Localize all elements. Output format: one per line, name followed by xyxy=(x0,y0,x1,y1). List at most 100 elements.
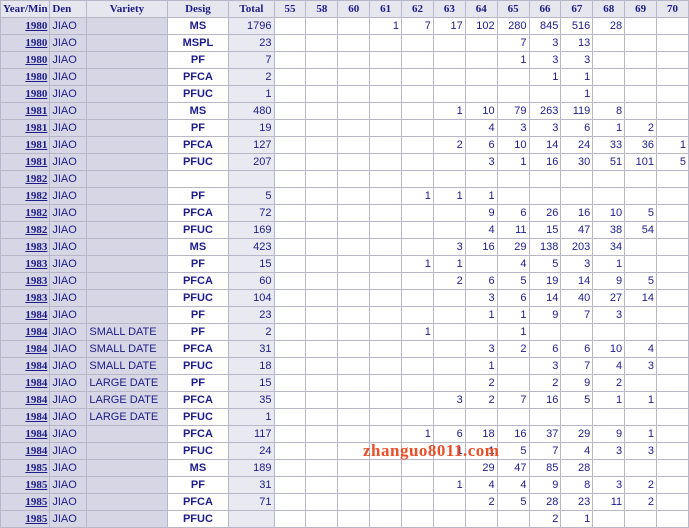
cell-desig: PFCA xyxy=(166,204,230,222)
cell-den: JIAO xyxy=(49,442,88,460)
cell-total: 1 xyxy=(228,85,275,103)
cell-grade-65: 47 xyxy=(496,459,530,477)
cell-grade-62 xyxy=(401,221,434,239)
cell-variety xyxy=(86,170,168,188)
cell-total: 15 xyxy=(228,374,275,392)
cell-grade-64 xyxy=(464,323,498,341)
cell-grade-68 xyxy=(592,510,626,528)
cell-grade-60 xyxy=(337,34,371,52)
cell-grade-61 xyxy=(369,238,403,256)
cell-grade-65: 6 xyxy=(496,289,530,307)
cell-den: JIAO xyxy=(49,221,88,239)
cell-grade-65: 2 xyxy=(496,340,530,358)
cell-grade-70 xyxy=(656,51,689,69)
cell-grade-67: 14 xyxy=(560,272,594,290)
cell-grade-63 xyxy=(432,119,466,137)
cell-total: 35 xyxy=(228,391,275,409)
cell-grade-69: 1 xyxy=(624,425,658,443)
cell-grade-67 xyxy=(560,170,594,188)
cell-grade-62 xyxy=(401,238,434,256)
cell-variety xyxy=(86,272,168,290)
cell-grade-62 xyxy=(401,357,434,375)
cell-grade-69 xyxy=(624,187,658,205)
cell-year: 1981 xyxy=(0,136,51,154)
cell-den: JIAO xyxy=(49,323,88,341)
cell-grade-67: 1 xyxy=(560,68,594,86)
cell-grade-55 xyxy=(273,34,307,52)
cell-grade-66: 14 xyxy=(528,289,562,307)
table-row: 1980 JIAO MS 1796 1 7 17 102 280 845 516 28 xyxy=(0,17,689,35)
cell-grade-61 xyxy=(369,510,403,528)
cell-total: 15 xyxy=(228,255,275,273)
cell-grade-64: 9 xyxy=(464,204,498,222)
cell-grade-70 xyxy=(656,170,689,188)
cell-grade-67: 30 xyxy=(560,153,594,171)
cell-grade-61 xyxy=(369,85,403,103)
cell-den: JIAO xyxy=(49,374,88,392)
cell-total: 18 xyxy=(228,357,275,375)
cell-grade-66: 26 xyxy=(528,204,562,222)
cell-grade-58 xyxy=(305,476,339,494)
cell-grade-58 xyxy=(305,374,339,392)
cell-grade-62 xyxy=(401,391,434,409)
cell-den: JIAO xyxy=(49,51,88,69)
cell-grade-67: 8 xyxy=(560,476,594,494)
cell-grade-67: 24 xyxy=(560,136,594,154)
cell-grade-68 xyxy=(592,34,626,52)
cell-grade-60 xyxy=(337,391,371,409)
cell-grade-63: 3 xyxy=(432,391,466,409)
cell-total: 2 xyxy=(228,68,275,86)
cell-grade-55 xyxy=(273,442,307,460)
cell-grade-69 xyxy=(624,170,658,188)
cell-variety xyxy=(86,238,168,256)
cell-total: 31 xyxy=(228,476,275,494)
cell-grade-60 xyxy=(337,238,371,256)
cell-desig: PF xyxy=(166,255,230,273)
cell-grade-66: 3 xyxy=(528,51,562,69)
cell-grade-67: 1 xyxy=(560,85,594,103)
cell-grade-58 xyxy=(305,510,339,528)
table-row: 1980 JIAO PFCA 2 1 1 xyxy=(0,68,689,86)
cell-grade-65: 11 xyxy=(496,221,530,239)
cell-grade-62 xyxy=(401,272,434,290)
cell-grade-67: 6 xyxy=(560,119,594,137)
cell-grade-65 xyxy=(496,374,530,392)
cell-den: JIAO xyxy=(49,340,88,358)
cell-grade-69: 5 xyxy=(624,272,658,290)
cell-year: 1981 xyxy=(0,119,51,137)
cell-year: 1980 xyxy=(0,34,51,52)
cell-variety: SMALL DATE xyxy=(86,340,168,358)
cell-grade-63: 6 xyxy=(432,425,466,443)
cell-grade-60 xyxy=(337,374,371,392)
cell-variety xyxy=(86,204,168,222)
cell-variety: LARGE DATE xyxy=(86,408,168,426)
cell-desig: MS xyxy=(166,17,230,35)
cell-grade-61 xyxy=(369,170,403,188)
cell-grade-58 xyxy=(305,238,339,256)
cell-year: 1983 xyxy=(0,255,51,273)
cell-grade-68: 1 xyxy=(592,391,626,409)
table-row: 1980 JIAO MSPL 23 7 3 13 xyxy=(0,34,689,52)
cell-grade-58 xyxy=(305,306,339,324)
cell-grade-55 xyxy=(273,187,307,205)
cell-year: 1983 xyxy=(0,272,51,290)
cell-grade-70: 5 xyxy=(656,153,689,171)
cell-desig: PFCA xyxy=(166,391,230,409)
cell-grade-58 xyxy=(305,153,339,171)
table-body: 1980 JIAO MS 1796 1 7 17 102 280 845 516 28 1980 JIAO… xyxy=(0,17,689,528)
table-row: 1981 JIAO PFUC 207 3 1 16 30 51 101 5 xyxy=(0,153,689,171)
cell-grade-65: 4 xyxy=(496,476,530,494)
cell-grade-70 xyxy=(656,391,689,409)
cell-grade-60 xyxy=(337,425,371,443)
cell-variety xyxy=(86,119,168,137)
cell-den: JIAO xyxy=(49,306,88,324)
cell-grade-66: 19 xyxy=(528,272,562,290)
cell-grade-62 xyxy=(401,153,434,171)
cell-grade-61 xyxy=(369,136,403,154)
cell-grade-70 xyxy=(656,459,689,477)
cell-grade-58 xyxy=(305,272,339,290)
cell-grade-66: 845 xyxy=(528,17,562,35)
table-row: 1984 JIAO LARGE DATE PF 15 2 2 9 2 xyxy=(0,374,689,392)
cell-grade-68: 10 xyxy=(592,204,626,222)
cell-grade-55 xyxy=(273,85,307,103)
